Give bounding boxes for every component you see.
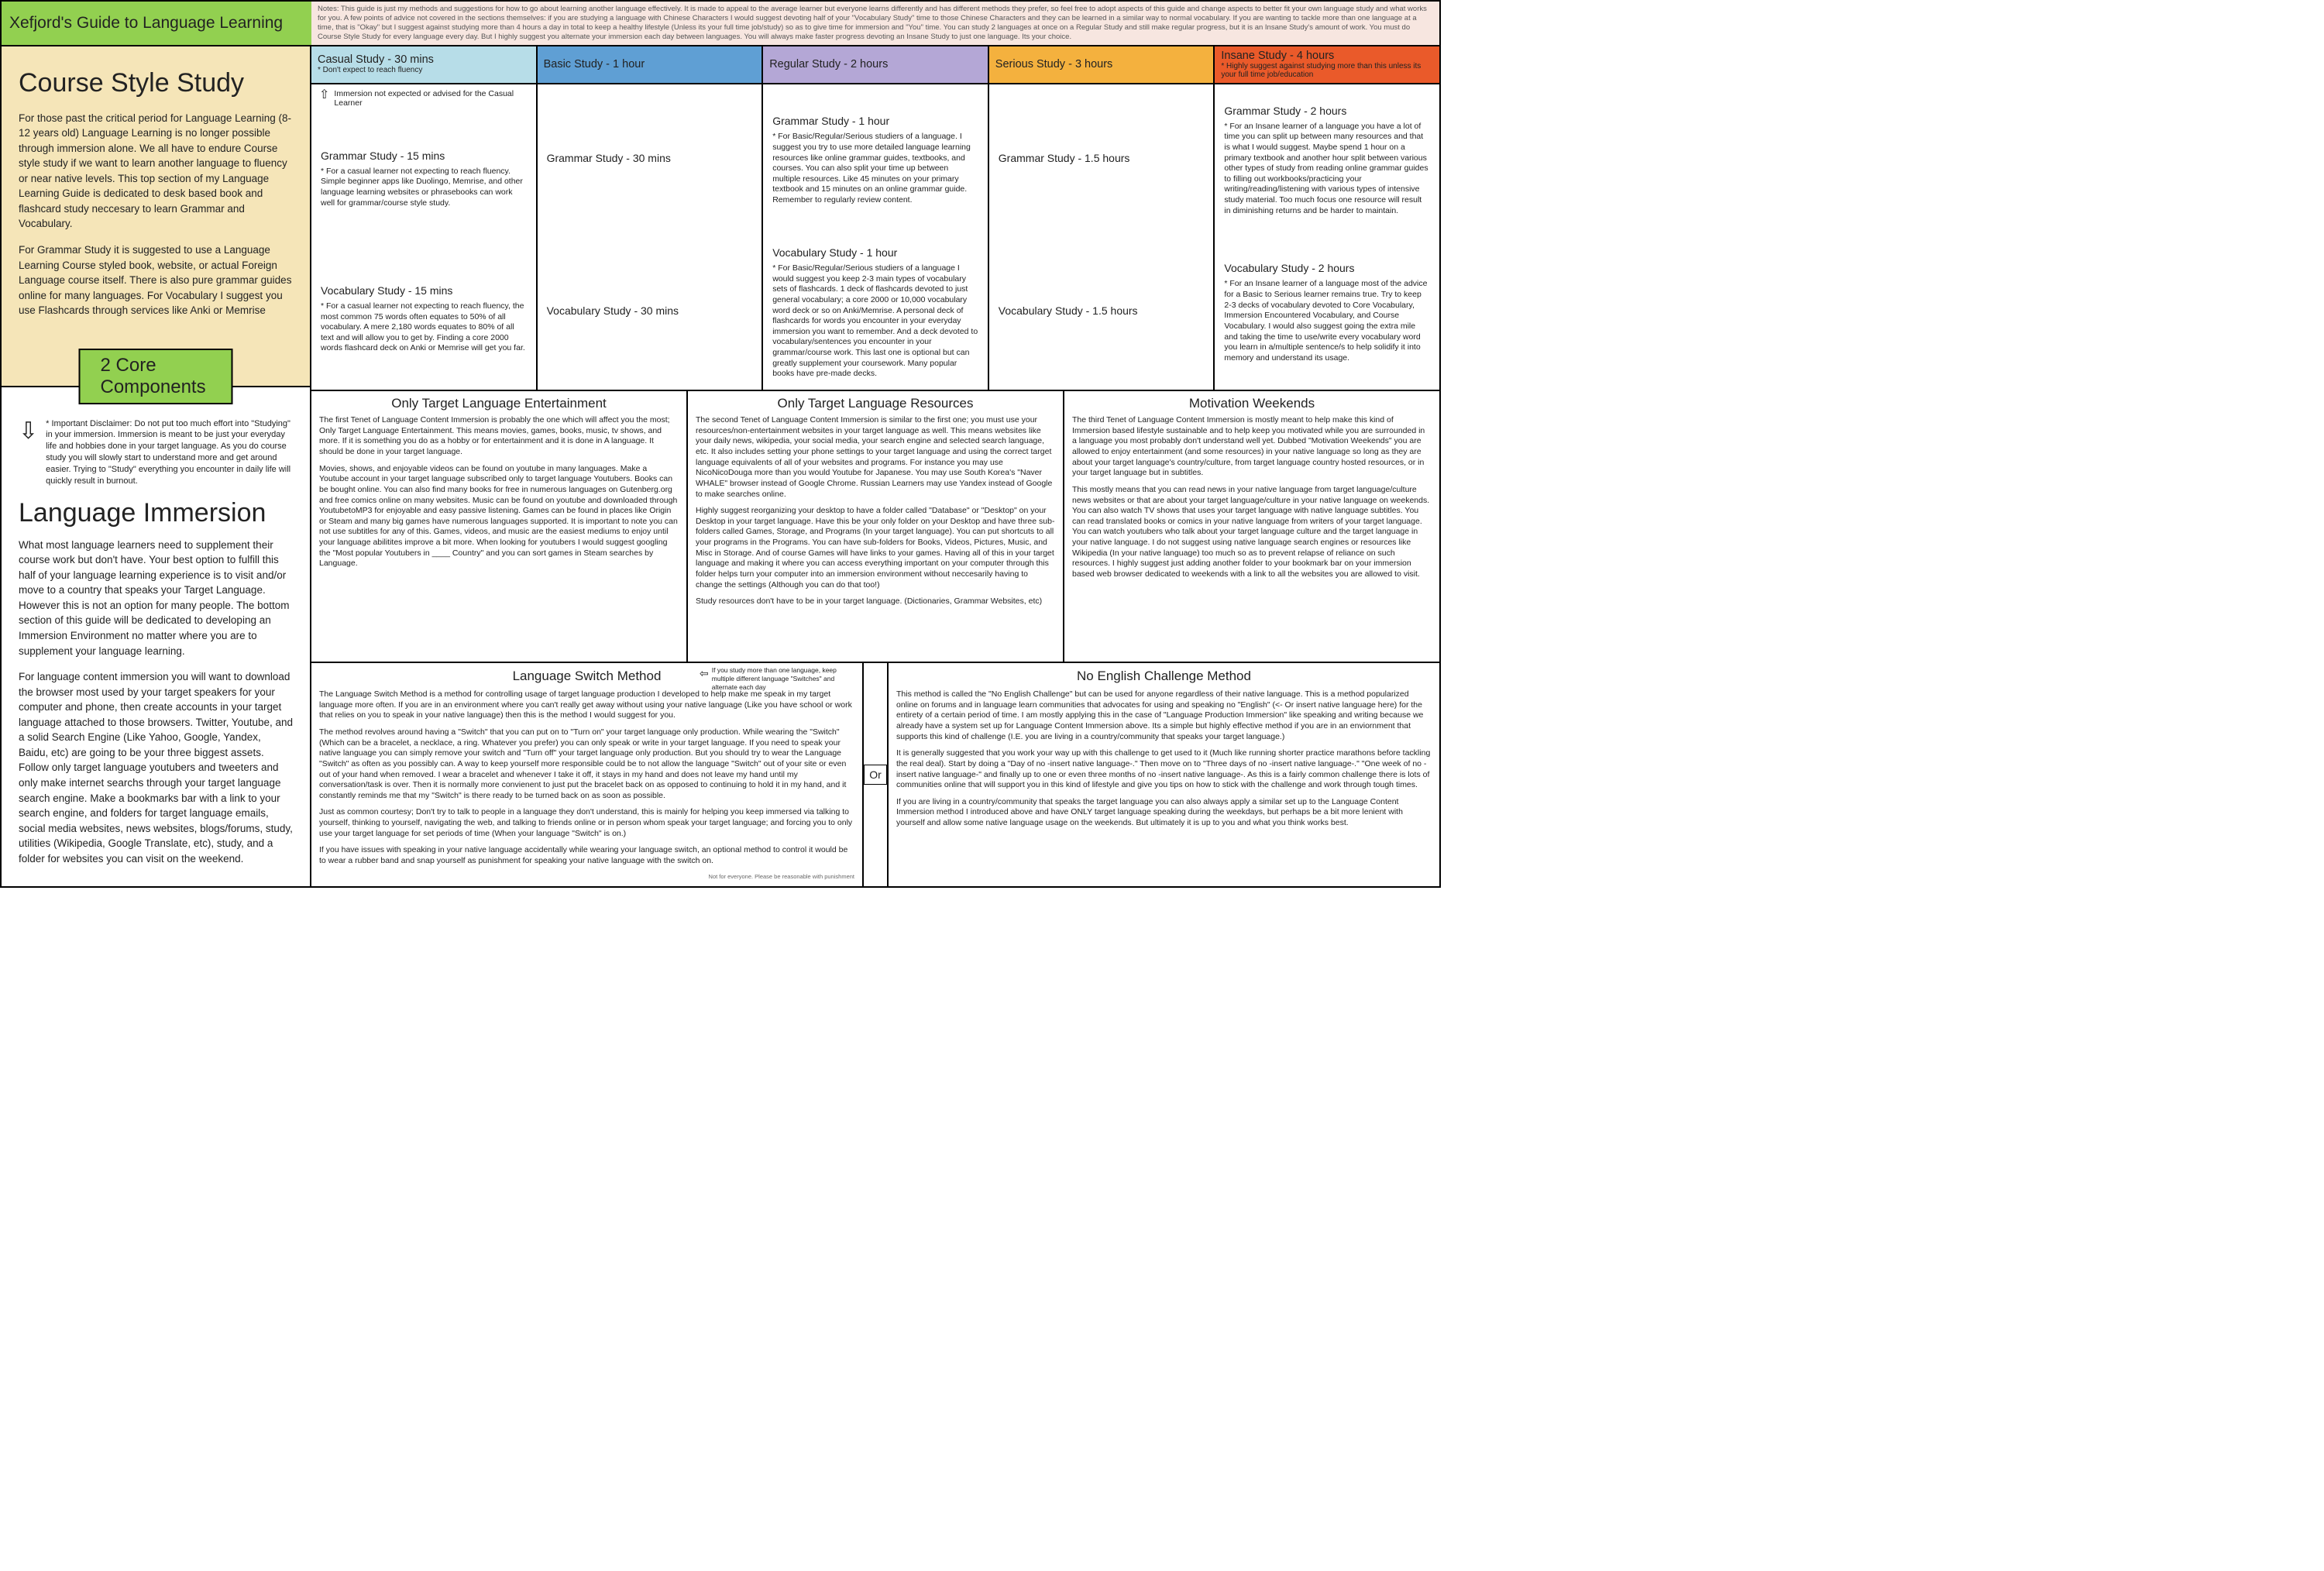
level-title: Regular Study - 2 hours bbox=[769, 58, 982, 70]
level-subtitle: * Don't expect to reach fluency bbox=[318, 66, 530, 75]
tenet-title: Only Target Language Resources bbox=[696, 396, 1055, 411]
immersion-disclaimer: ⇩ * Important Disclaimer: Do not put too… bbox=[19, 418, 293, 487]
block-heading: Grammar Study - 15 mins bbox=[321, 150, 527, 162]
language-immersion: ⇩ * Important Disclaimer: Do not put too… bbox=[2, 387, 311, 887]
method-text: This method is called the "No English Ch… bbox=[896, 689, 1432, 742]
up-arrow-icon: ⇧ bbox=[319, 89, 329, 108]
tenet-text: Study resources don't have to be in your… bbox=[696, 596, 1055, 607]
block-heading: Vocabulary Study - 2 hours bbox=[1224, 262, 1430, 274]
level-title: Casual Study - 30 mins bbox=[318, 53, 530, 66]
block-heading: Vocabulary Study - 15 mins bbox=[321, 284, 527, 297]
level-title: Serious Study - 3 hours bbox=[995, 58, 1208, 70]
vocab-block: Vocabulary Study - 2 hours * For an Insa… bbox=[1215, 237, 1439, 390]
insane-cell: Grammar Study - 2 hours * For an Insane … bbox=[1215, 84, 1439, 390]
switch-header-note: ⇦ If you study more than one language, k… bbox=[700, 666, 854, 692]
note-text: Immersion not expected or advised for th… bbox=[334, 89, 528, 108]
vocab-block: Vocabulary Study - 15 mins * For a casua… bbox=[311, 249, 536, 390]
block-heading: Grammar Study - 1.5 hours bbox=[999, 152, 1205, 164]
tenet-text: This mostly means that you can read news… bbox=[1072, 485, 1432, 580]
right-column: Casual Study - 30 mins* Don't expect to … bbox=[311, 46, 1439, 887]
grammar-block: Grammar Study - 1 hour * For Basic/Regul… bbox=[763, 84, 988, 237]
study-level-header: Regular Study - 2 hours bbox=[763, 46, 989, 83]
or-separator: Or bbox=[862, 663, 889, 886]
vocab-block: Vocabulary Study - 1.5 hours bbox=[989, 237, 1214, 390]
course-text: For Grammar Study it is suggested to use… bbox=[19, 242, 293, 318]
block-heading: Vocabulary Study - 1.5 hours bbox=[999, 304, 1205, 317]
tenet-text: Movies, shows, and enjoyable videos can … bbox=[319, 464, 679, 569]
regular-cell: Grammar Study - 1 hour * For Basic/Regul… bbox=[763, 84, 989, 390]
method-footnote: Not for everyone. Please be reasonable w… bbox=[319, 873, 854, 881]
method-title: No English Challenge Method bbox=[896, 668, 1432, 685]
tenet-text: Highly suggest reorganizing your desktop… bbox=[696, 506, 1055, 590]
or-label: Or bbox=[864, 765, 887, 785]
header-notes: Notes: This guide is just my methods and… bbox=[311, 2, 1439, 45]
tenet-resources: Only Target Language Resources The secon… bbox=[688, 391, 1064, 662]
course-heading: Course Style Study bbox=[19, 68, 293, 98]
tenet-text: The first Tenet of Language Content Imme… bbox=[319, 415, 679, 458]
production-methods: ⇦ If you study more than one language, k… bbox=[311, 663, 1439, 886]
course-style-study: Course Style Study For those past the cr… bbox=[2, 46, 311, 387]
method-text: It is generally suggested that you work … bbox=[896, 748, 1432, 791]
grammar-block: Grammar Study - 1.5 hours bbox=[989, 84, 1214, 237]
study-level-body: ⇧ Immersion not expected or advised for … bbox=[311, 84, 1439, 391]
study-level-header: Basic Study - 1 hour bbox=[538, 46, 764, 83]
method-text: The Language Switch Method is a method f… bbox=[319, 689, 854, 721]
method-text: The method revolves around having a "Swi… bbox=[319, 727, 854, 801]
block-heading: Vocabulary Study - 1 hour bbox=[772, 246, 978, 259]
tenet-weekends: Motivation Weekends The third Tenet of L… bbox=[1064, 391, 1439, 662]
serious-cell: Grammar Study - 1.5 hours Vocabulary Stu… bbox=[989, 84, 1215, 390]
tenet-text: The second Tenet of Language Content Imm… bbox=[696, 415, 1055, 500]
block-body: * For an Insane learner of a language mo… bbox=[1224, 279, 1430, 363]
block-body: * For a casual learner not expecting to … bbox=[321, 167, 527, 209]
top-row: Xefjord's Guide to Language Learning Not… bbox=[2, 2, 1439, 46]
immersion-text: For language content immersion you will … bbox=[19, 669, 293, 866]
study-level-header: Insane Study - 4 hours* Highly suggest a… bbox=[1215, 46, 1439, 83]
vocab-block: Vocabulary Study - 30 mins bbox=[538, 237, 762, 390]
guide-root: Xefjord's Guide to Language Learning Not… bbox=[0, 0, 1441, 888]
method-text: If you have issues with speaking in your… bbox=[319, 845, 854, 866]
block-body: * For an Insane learner of a language yo… bbox=[1224, 122, 1430, 217]
tenet-title: Motivation Weekends bbox=[1072, 396, 1432, 411]
block-heading: Grammar Study - 1 hour bbox=[772, 115, 978, 127]
block-heading: Grammar Study - 2 hours bbox=[1224, 105, 1430, 117]
level-title: Basic Study - 1 hour bbox=[544, 58, 756, 70]
disclaimer-text: * Important Disclaimer: Do not put too m… bbox=[46, 418, 293, 487]
tenet-entertainment: Only Target Language Entertainment The f… bbox=[311, 391, 688, 662]
grammar-block: Grammar Study - 2 hours * For an Insane … bbox=[1215, 84, 1439, 237]
study-level-header: Casual Study - 30 mins* Don't expect to … bbox=[311, 46, 538, 83]
study-level-headers: Casual Study - 30 mins* Don't expect to … bbox=[311, 46, 1439, 84]
course-text: For those past the critical period for L… bbox=[19, 111, 293, 232]
left-arrow-icon: ⇦ bbox=[700, 666, 709, 692]
down-arrow-icon: ⇩ bbox=[19, 418, 38, 487]
casual-cell: ⇧ Immersion not expected or advised for … bbox=[311, 84, 538, 390]
immersion-heading: Language Immersion bbox=[19, 498, 293, 528]
block-body: * For a casual learner not expecting to … bbox=[321, 301, 527, 354]
block-body: * For Basic/Regular/Serious studiers of … bbox=[772, 263, 978, 380]
vocab-block: Vocabulary Study - 1 hour * For Basic/Re… bbox=[763, 237, 988, 390]
block-heading: Grammar Study - 30 mins bbox=[547, 152, 753, 164]
grammar-block: Grammar Study - 30 mins bbox=[538, 84, 762, 237]
tenet-text: The third Tenet of Language Content Imme… bbox=[1072, 415, 1432, 479]
immersion-tenets: Only Target Language Entertainment The f… bbox=[311, 391, 1439, 663]
block-body: * For Basic/Regular/Serious studiers of … bbox=[772, 132, 978, 205]
study-level-header: Serious Study - 3 hours bbox=[989, 46, 1215, 83]
level-subtitle: * Highly suggest against studying more t… bbox=[1221, 62, 1433, 80]
main-grid: Course Style Study For those past the cr… bbox=[2, 46, 1439, 887]
casual-immersion-note: ⇧ Immersion not expected or advised for … bbox=[311, 84, 536, 109]
tenet-title: Only Target Language Entertainment bbox=[319, 396, 679, 411]
note-text: If you study more than one language, kee… bbox=[712, 666, 854, 692]
immersion-text: What most language learners need to supp… bbox=[19, 538, 293, 659]
method-text: Just as common courtesy; Don't try to ta… bbox=[319, 807, 854, 839]
method-text: If you are living in a country/community… bbox=[896, 797, 1432, 829]
guide-title: Xefjord's Guide to Language Learning bbox=[2, 2, 311, 45]
grammar-block: Grammar Study - 15 mins * For a casual l… bbox=[311, 109, 536, 249]
switch-method: ⇦ If you study more than one language, k… bbox=[311, 663, 862, 886]
left-column: Course Style Study For those past the cr… bbox=[2, 46, 311, 887]
basic-cell: Grammar Study - 30 mins Vocabulary Study… bbox=[538, 84, 764, 390]
core-components-badge: 2 Core Components bbox=[79, 349, 233, 404]
block-heading: Vocabulary Study - 30 mins bbox=[547, 304, 753, 317]
no-english-method: No English Challenge Method This method … bbox=[889, 663, 1439, 886]
level-title: Insane Study - 4 hours bbox=[1221, 50, 1433, 62]
